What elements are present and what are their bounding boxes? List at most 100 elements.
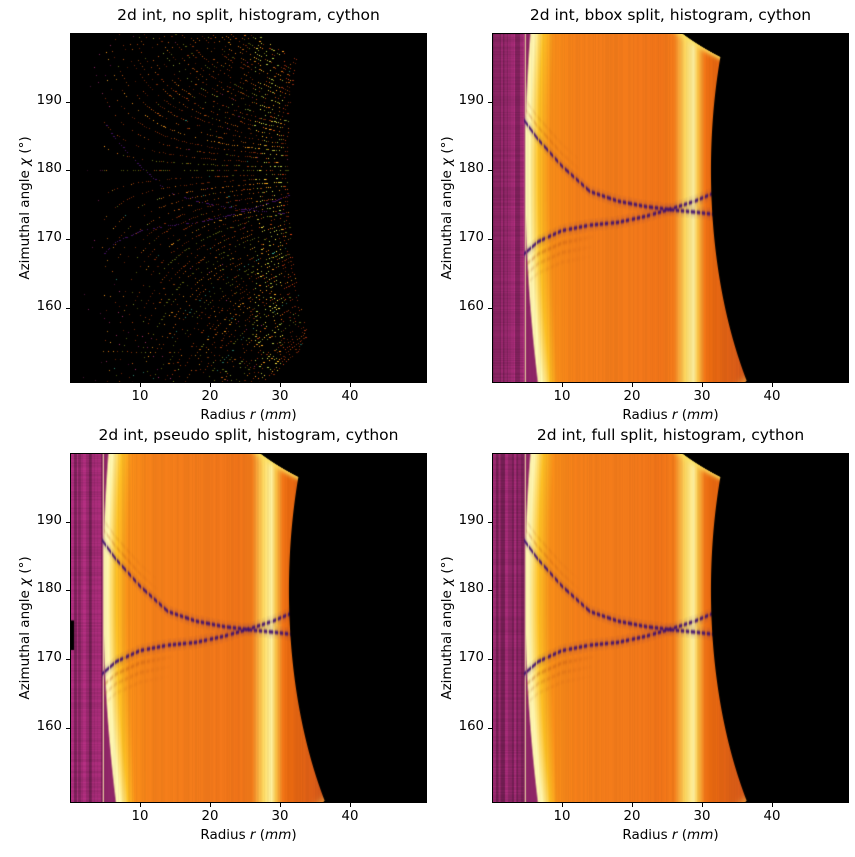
heatmap-axes — [70, 453, 427, 803]
x-tick-mark — [350, 383, 351, 387]
y-axis-label-text: Azimuthal angle — [17, 165, 33, 280]
heatmap-axes — [492, 453, 849, 803]
y-tick-label: 160 — [36, 298, 62, 314]
x-axis-label: Radius r (mm) — [492, 827, 849, 843]
y-tick-label: 160 — [458, 298, 484, 314]
y-tick-mark — [66, 170, 70, 172]
x-tick-label: 20 — [201, 389, 219, 404]
y-tick-label: 180 — [36, 581, 62, 597]
x-axis-label-close: ) — [713, 827, 719, 843]
x-tick-label: 30 — [693, 389, 711, 404]
y-tick-label: 160 — [36, 718, 62, 734]
y-tick-mark — [488, 590, 492, 592]
y-tick-label: 190 — [36, 512, 62, 528]
x-tick-mark — [632, 803, 633, 807]
x-tick-mark — [210, 383, 211, 387]
y-axis-label: Azimuthal angle χ (°) — [439, 98, 457, 318]
x-axis-label-paren: ( — [255, 827, 266, 843]
x-tick-label: 40 — [341, 389, 359, 404]
x-tick-mark — [702, 383, 703, 387]
x-axis-label-paren: ( — [677, 827, 688, 843]
heatmap-image — [492, 33, 849, 383]
x-axis-label-close: ) — [291, 407, 297, 423]
x-axis-label: Radius r (mm) — [70, 407, 427, 423]
heatmap-image — [492, 453, 849, 803]
y-tick-mark — [66, 307, 70, 309]
x-axis-label-text: Radius — [622, 827, 672, 843]
x-tick-mark — [350, 803, 351, 807]
panel-title: 2d int, pseudo split, histogram, cython — [98, 426, 399, 444]
y-tick-label: 180 — [36, 161, 62, 177]
panel-title: 2d int, no split, histogram, cython — [117, 6, 380, 24]
x-axis-label: Radius r (mm) — [70, 827, 427, 843]
x-axis-label-r: r — [671, 827, 678, 843]
y-tick-mark — [488, 101, 492, 103]
y-tick-label: 170 — [36, 649, 62, 665]
y-tick-mark — [66, 521, 70, 523]
heatmap-image — [70, 453, 427, 803]
y-tick-label: 180 — [458, 161, 484, 177]
x-axis-label-close: ) — [713, 407, 719, 423]
x-tick-label: 40 — [763, 389, 781, 404]
x-axis-label-r: r — [249, 407, 256, 423]
y-axis-label: Azimuthal angle χ (°) — [17, 98, 35, 318]
y-tick-mark — [66, 101, 70, 103]
x-tick-label: 30 — [693, 809, 711, 824]
x-axis-label-unit: mm — [687, 407, 714, 423]
y-tick-mark — [488, 658, 492, 660]
heatmap-axes — [492, 33, 849, 383]
y-tick-label: 170 — [36, 229, 62, 245]
y-axis-label-unit: (°) — [439, 556, 455, 578]
y-axis-label-unit: (°) — [17, 556, 33, 578]
x-axis-label-text: Radius — [622, 407, 672, 423]
x-tick-label: 40 — [341, 809, 359, 824]
y-axis-label-unit: (°) — [17, 136, 33, 158]
x-tick-mark — [562, 803, 563, 807]
y-tick-label: 190 — [458, 92, 484, 108]
x-tick-label: 20 — [201, 809, 219, 824]
x-tick-label: 10 — [131, 809, 149, 824]
y-tick-label: 170 — [458, 229, 484, 245]
x-tick-mark — [140, 803, 141, 807]
y-axis-label: Azimuthal angle χ (°) — [17, 518, 35, 738]
x-axis-label-text: Radius — [200, 827, 250, 843]
x-tick-label: 10 — [131, 389, 149, 404]
y-tick-label: 190 — [458, 512, 484, 528]
panel-title: 2d int, bbox split, histogram, cython — [529, 6, 812, 24]
x-tick-label: 30 — [271, 389, 289, 404]
y-tick-mark — [488, 170, 492, 172]
x-axis-label-unit: mm — [687, 827, 714, 843]
y-tick-mark — [66, 238, 70, 240]
y-tick-mark — [488, 521, 492, 523]
x-tick-label: 10 — [553, 389, 571, 404]
y-tick-label: 160 — [458, 718, 484, 734]
y-axis-label-unit: (°) — [439, 136, 455, 158]
x-tick-mark — [632, 383, 633, 387]
x-tick-mark — [140, 383, 141, 387]
x-axis-label-unit: mm — [265, 827, 292, 843]
y-tick-mark — [488, 727, 492, 729]
x-axis-label-r: r — [671, 407, 678, 423]
x-tick-label: 40 — [763, 809, 781, 824]
y-tick-mark — [66, 590, 70, 592]
x-axis-label-paren: ( — [677, 407, 688, 423]
y-tick-mark — [66, 727, 70, 729]
heatmap-image — [70, 33, 427, 383]
x-tick-label: 10 — [553, 809, 571, 824]
y-tick-label: 170 — [458, 649, 484, 665]
y-tick-mark — [488, 307, 492, 309]
x-tick-mark — [772, 803, 773, 807]
x-tick-label: 20 — [623, 809, 641, 824]
y-axis-label-text: Azimuthal angle — [17, 585, 33, 700]
x-tick-mark — [280, 383, 281, 387]
x-tick-mark — [772, 383, 773, 387]
x-axis-label: Radius r (mm) — [492, 407, 849, 423]
y-tick-mark — [488, 238, 492, 240]
y-axis-label: Azimuthal angle χ (°) — [439, 518, 457, 738]
y-axis-label-text: Azimuthal angle — [439, 585, 455, 700]
x-tick-mark — [702, 803, 703, 807]
x-tick-mark — [280, 803, 281, 807]
x-tick-mark — [562, 383, 563, 387]
x-axis-label-unit: mm — [265, 407, 292, 423]
